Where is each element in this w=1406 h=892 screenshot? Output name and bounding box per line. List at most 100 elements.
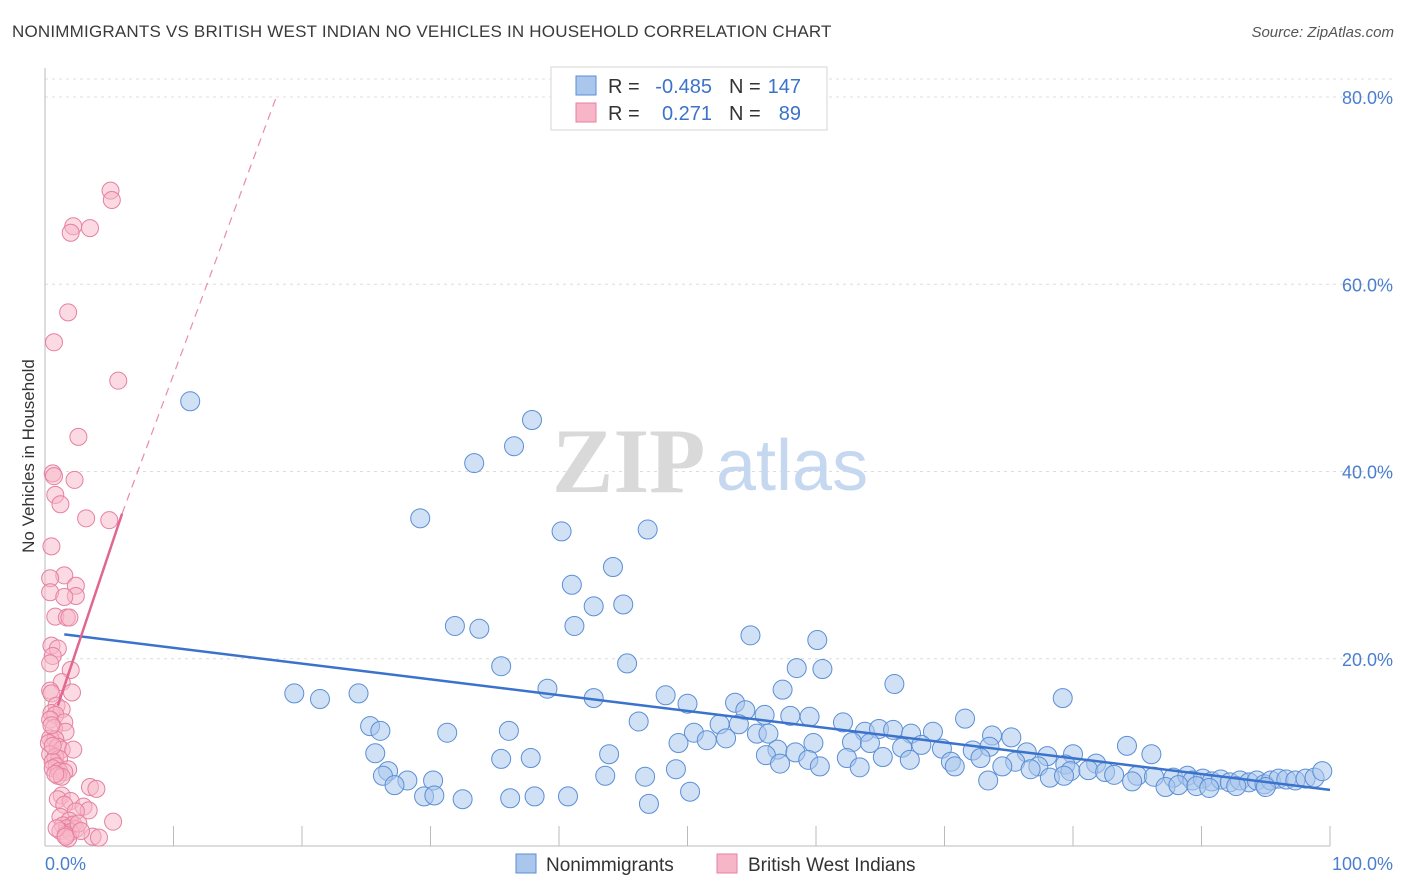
point-nonimmigrants-28 bbox=[677, 693, 698, 714]
series-legend-swatch-pink bbox=[716, 853, 738, 874]
trend-line-bwi bbox=[56, 513, 124, 706]
watermark-atlas: atlas bbox=[716, 426, 868, 506]
point-nonimmigrants-89 bbox=[770, 753, 791, 774]
x-tick-labels: 0.0% 100.0% bbox=[45, 854, 1393, 874]
stats-legend: R = -0.485 N = 147 R = 0.271 N = 89 bbox=[550, 66, 828, 131]
point-bwi-62 bbox=[87, 779, 106, 798]
legend-r-value-2: 0.271 bbox=[662, 103, 712, 125]
legend-n-value-2: 89 bbox=[779, 103, 801, 125]
chart-title: NONIMMIGRANTS VS BRITISH WEST INDIAN NO … bbox=[12, 22, 832, 41]
point-bwi-87 bbox=[42, 716, 61, 735]
point-nonimmigrants-43 bbox=[728, 714, 749, 735]
point-nonimmigrants-79 bbox=[872, 747, 893, 768]
point-bwi-1 bbox=[102, 190, 121, 209]
point-nonimmigrants-10 bbox=[613, 594, 634, 615]
point-bwi-86 bbox=[71, 822, 90, 841]
series-legend: Nonimmigrants British West Indians bbox=[515, 853, 916, 876]
point-nonimmigrants-137 bbox=[524, 786, 545, 807]
point-nonimmigrants-140 bbox=[680, 781, 701, 802]
point-nonimmigrants-80 bbox=[899, 749, 920, 770]
point-bwi-13 bbox=[51, 495, 70, 514]
point-nonimmigrants-40 bbox=[437, 722, 458, 743]
point-nonimmigrants-139 bbox=[638, 793, 659, 814]
y-tick-label-1: 40.0% bbox=[1342, 463, 1393, 483]
point-nonimmigrants-53 bbox=[1001, 727, 1022, 748]
point-nonimmigrants-69 bbox=[1116, 735, 1137, 756]
y-axis-label: No Vehicles in Household bbox=[19, 359, 38, 553]
point-nonimmigrants-34 bbox=[799, 706, 820, 727]
point-bwi-60 bbox=[46, 764, 65, 783]
point-nonimmigrants-138 bbox=[557, 786, 578, 807]
point-nonimmigrants-73 bbox=[520, 747, 541, 768]
point-nonimmigrants-88 bbox=[665, 759, 686, 780]
y-tick-label-0: 20.0% bbox=[1342, 650, 1393, 670]
point-nonimmigrants-20 bbox=[884, 674, 905, 695]
point-nonimmigrants-13 bbox=[444, 615, 465, 636]
point-bwi-22 bbox=[55, 587, 74, 606]
point-nonimmigrants-5 bbox=[551, 521, 572, 542]
point-nonimmigrants-7 bbox=[602, 556, 623, 577]
point-nonimmigrants-51 bbox=[955, 708, 976, 729]
point-bwi-8 bbox=[69, 427, 88, 446]
grid-lines bbox=[45, 78, 1392, 660]
point-nonimmigrants-123 bbox=[635, 766, 656, 787]
legend-swatch-pink bbox=[575, 102, 597, 123]
watermark: ZIP atlas bbox=[552, 410, 868, 512]
y-tick-labels: 20.0% 40.0% 60.0% 80.0% bbox=[1342, 88, 1393, 670]
point-nonimmigrants-124 bbox=[978, 770, 999, 791]
point-bwi-88 bbox=[43, 736, 62, 755]
point-nonimmigrants-126 bbox=[1054, 765, 1075, 786]
legend-swatch-blue bbox=[575, 75, 597, 96]
point-nonimmigrants-37 bbox=[832, 712, 853, 733]
point-nonimmigrants-1 bbox=[522, 410, 543, 431]
point-nonimmigrants-18 bbox=[786, 658, 807, 679]
point-nonimmigrants-4 bbox=[410, 508, 431, 529]
point-nonimmigrants-93 bbox=[992, 756, 1013, 777]
stats-legend-box bbox=[550, 66, 828, 131]
series-british-west-indians bbox=[39, 181, 128, 848]
point-nonimmigrants-74 bbox=[599, 744, 620, 765]
point-nonimmigrants-90 bbox=[809, 756, 830, 777]
point-bwi-29 bbox=[41, 654, 60, 673]
point-bwi-7 bbox=[109, 371, 128, 390]
point-nonimmigrants-91 bbox=[849, 757, 870, 778]
point-nonimmigrants-0 bbox=[180, 391, 201, 412]
point-nonimmigrants-15 bbox=[807, 630, 828, 651]
point-bwi-15 bbox=[100, 511, 119, 530]
point-nonimmigrants-11 bbox=[564, 615, 585, 636]
source-credit: Source: ZipAtlas.com bbox=[1251, 24, 1394, 41]
point-nonimmigrants-41 bbox=[498, 720, 519, 741]
point-bwi-82 bbox=[104, 812, 123, 831]
legend-n-value-1: 147 bbox=[768, 76, 801, 98]
point-bwi-6 bbox=[44, 333, 63, 352]
point-bwi-80 bbox=[89, 828, 108, 847]
point-nonimmigrants-131 bbox=[1226, 776, 1247, 797]
point-bwi-33 bbox=[62, 683, 81, 702]
point-nonimmigrants-58 bbox=[803, 733, 824, 754]
point-nonimmigrants-55 bbox=[696, 730, 717, 751]
point-nonimmigrants-142 bbox=[1199, 777, 1220, 798]
x-tick-label-1: 100.0% bbox=[1332, 854, 1393, 874]
point-nonimmigrants-92 bbox=[944, 756, 965, 777]
point-bwi-25 bbox=[60, 608, 79, 627]
point-nonimmigrants-127 bbox=[1122, 771, 1143, 792]
point-nonimmigrants-21 bbox=[1052, 688, 1073, 709]
point-nonimmigrants-118 bbox=[1312, 761, 1333, 782]
point-nonimmigrants-129 bbox=[1168, 775, 1189, 796]
point-nonimmigrants-12 bbox=[469, 618, 490, 639]
point-nonimmigrants-35 bbox=[628, 711, 649, 732]
point-nonimmigrants-56 bbox=[716, 728, 737, 749]
series-legend-swatch-blue bbox=[515, 853, 537, 874]
point-nonimmigrants-2 bbox=[464, 453, 485, 474]
point-nonimmigrants-3 bbox=[504, 436, 525, 457]
legend-r-label-1: R = bbox=[608, 76, 640, 98]
point-nonimmigrants-72 bbox=[491, 748, 512, 769]
point-nonimmigrants-8 bbox=[561, 574, 582, 595]
trend-line-nonimmigrants bbox=[64, 633, 1331, 792]
point-bwi-85 bbox=[56, 827, 75, 846]
y-tick-label-2: 60.0% bbox=[1342, 275, 1393, 295]
y-tick-label-3: 80.0% bbox=[1342, 88, 1393, 108]
trend-lines bbox=[56, 96, 1331, 792]
point-bwi-14 bbox=[77, 509, 96, 528]
